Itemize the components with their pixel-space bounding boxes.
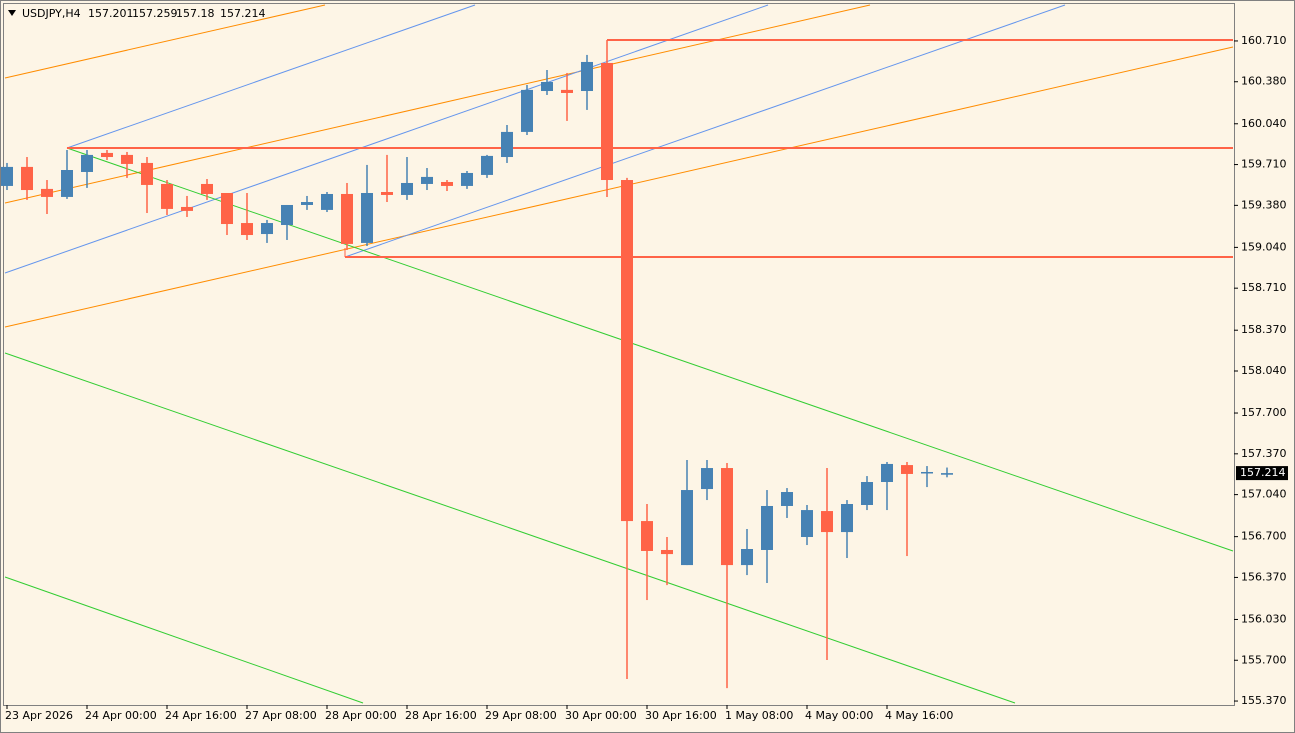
candle-body (861, 482, 873, 505)
trend-line (4, 576, 364, 704)
x-tick-label: 28 Apr 16:00 (405, 709, 477, 722)
y-tick-label: 159.710 (1241, 158, 1287, 171)
candle-body (661, 549, 673, 555)
candle-body (401, 182, 413, 195)
candle-body (141, 162, 153, 185)
x-tick-label: 30 Apr 00:00 (565, 709, 637, 722)
candles (1, 39, 953, 689)
candle-body (901, 465, 913, 474)
candle-body (841, 504, 853, 533)
trend-line (66, 147, 1234, 552)
x-tick-label: 4 May 00:00 (805, 709, 873, 722)
trend-line (4, 352, 1016, 704)
x-tick-label: 23 Apr 2026 (5, 709, 73, 722)
y-tick-label: 160.380 (1241, 75, 1287, 88)
y-tick-label: 158.710 (1241, 281, 1287, 294)
candle-body (441, 181, 453, 186)
y-tick-label: 157.040 (1241, 488, 1287, 501)
candle-body (381, 192, 393, 195)
candle-body (81, 154, 93, 172)
candle-body (181, 206, 193, 211)
candle-body (701, 468, 713, 490)
trend-line (4, 4, 326, 79)
y-tick-label: 155.370 (1241, 694, 1287, 707)
price-tag (1236, 466, 1288, 481)
y-tick-label: 157.700 (1241, 406, 1287, 419)
candle-body (321, 193, 333, 210)
y-tick-label: 156.700 (1241, 530, 1287, 543)
candle-body (521, 89, 533, 132)
trend-line (4, 4, 871, 204)
y-tick-label: 160.710 (1241, 34, 1287, 47)
candle-body (541, 81, 553, 92)
candle-body (641, 521, 653, 551)
candle-body (361, 192, 373, 243)
candle-body (481, 155, 493, 175)
drawing-objects (4, 4, 1234, 704)
candle-body (281, 204, 293, 226)
header-high: 157.259 (132, 7, 178, 20)
candle-body (21, 166, 33, 191)
candle-body (581, 61, 593, 92)
candle-body (41, 188, 53, 197)
y-tick-label: 159.380 (1241, 198, 1287, 211)
plot-frame (3, 3, 1235, 706)
x-tick-label: 30 Apr 16:00 (645, 709, 717, 722)
x-tick-label: 24 Apr 16:00 (165, 709, 237, 722)
candle-body (421, 176, 433, 184)
trend-line (4, 4, 769, 274)
candle-body (101, 152, 113, 158)
candle-body (241, 223, 253, 236)
header-low: 157.18 (176, 7, 215, 20)
candle-body (1, 166, 13, 186)
candle-body (301, 202, 313, 205)
candle-body (741, 549, 753, 566)
candle-body (461, 172, 473, 186)
candle-body (561, 89, 573, 93)
header-open: 157.201 (88, 7, 134, 20)
x-tick-label: 28 Apr 00:00 (325, 709, 397, 722)
candle-body (681, 490, 693, 566)
y-tick-label: 159.040 (1241, 240, 1287, 253)
y-tick-label: 155.700 (1241, 653, 1287, 666)
trend-line (66, 4, 476, 149)
candle-body (161, 183, 173, 209)
candle-body (601, 62, 613, 181)
x-tick-label: 4 May 16:00 (885, 709, 953, 722)
candle-body (201, 183, 213, 194)
candle-body (821, 511, 833, 533)
y-tick-label: 158.370 (1241, 323, 1287, 336)
y-tick-label: 158.040 (1241, 364, 1287, 377)
candle-body (761, 505, 773, 550)
candle-body (501, 131, 513, 158)
y-tick-label: 160.040 (1241, 117, 1287, 130)
trend-line (344, 4, 1066, 258)
candle-body (881, 463, 893, 483)
x-tick-label: 1 May 08:00 (725, 709, 793, 722)
y-tick-label: 156.030 (1241, 612, 1287, 625)
candle-body (941, 473, 953, 475)
candle-body (341, 193, 353, 244)
candle-body (121, 154, 133, 164)
y-tick-label: 156.370 (1241, 570, 1287, 583)
candle-body (781, 492, 793, 506)
candle-body (61, 170, 73, 197)
menu-icon[interactable] (8, 10, 16, 16)
y-tick-label: 157.370 (1241, 447, 1287, 460)
candle-body (261, 223, 273, 235)
x-tick-label: 29 Apr 08:00 (485, 709, 557, 722)
candle-body (721, 468, 733, 566)
candle-body (221, 192, 233, 225)
header-close: 157.214 (220, 7, 266, 20)
x-tick-label: 27 Apr 08:00 (245, 709, 317, 722)
candle-body (921, 471, 933, 474)
candle-body (621, 180, 633, 522)
candle-body (801, 510, 813, 538)
x-tick-label: 24 Apr 00:00 (85, 709, 157, 722)
trend-line (4, 46, 1234, 328)
price-tag-label: 157.214 (1240, 466, 1286, 479)
symbol: USDJPY,H4 (22, 7, 81, 20)
